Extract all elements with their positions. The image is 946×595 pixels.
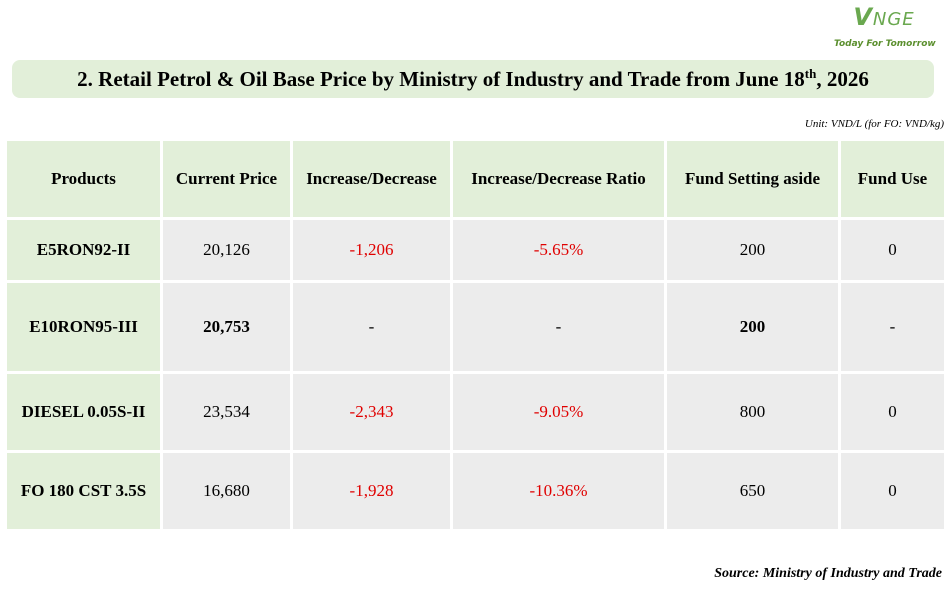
source-note: Source: Ministry of Industry and Trade: [714, 566, 942, 581]
title-prefix: 2. Retail Petrol & Oil Base Price by Min…: [77, 67, 805, 91]
fund-use: 0: [838, 371, 946, 453]
product-name: FO 180 CST 3.5S: [4, 450, 163, 532]
header-fund-use: Fund Use: [838, 138, 946, 220]
table-row: E10RON95-III 20,753 - - 200 -: [4, 280, 946, 374]
logo-mark-rest: NGE: [872, 9, 915, 30]
current-price: 23,534: [160, 371, 293, 453]
logo-mark: VNGE: [834, 3, 934, 31]
table-row: E5RON92-II 20,126 -1,206 -5.65% 200 0: [4, 217, 946, 283]
title-superscript: th: [804, 66, 817, 81]
fund-use: 0: [838, 217, 946, 283]
product-name: E5RON92-II: [4, 217, 163, 283]
table-row: DIESEL 0.05S-II 23,534 -2,343 -9.05% 800…: [4, 371, 946, 453]
header-increase-decrease: Increase/Decrease: [290, 138, 453, 220]
current-price: 20,126: [160, 217, 293, 283]
price-table: Products Current Price Increase/Decrease…: [4, 138, 946, 532]
logo-mark-v: V: [853, 3, 873, 31]
price-change-ratio: -5.65%: [450, 217, 667, 283]
title-banner: 2. Retail Petrol & Oil Base Price by Min…: [12, 60, 934, 98]
price-change: -1,928: [290, 450, 453, 532]
current-price: 20,753: [160, 280, 293, 374]
fund-setting-aside: 200: [664, 280, 841, 374]
vnge-logo: VNGE Today For Tomorrow: [834, 3, 936, 49]
fund-use: 0: [838, 450, 946, 532]
header-fund-setting: Fund Setting aside: [664, 138, 841, 220]
price-change: -1,206: [290, 217, 453, 283]
fund-setting-aside: 800: [664, 371, 841, 453]
product-name: E10RON95-III: [4, 280, 163, 374]
header-ratio: Increase/Decrease Ratio: [450, 138, 667, 220]
fund-setting-aside: 200: [664, 217, 841, 283]
price-change-ratio: -: [450, 280, 667, 374]
fund-use: -: [838, 280, 946, 374]
product-name: DIESEL 0.05S-II: [4, 371, 163, 453]
fund-setting-aside: 650: [664, 450, 841, 532]
page-title: 2. Retail Petrol & Oil Base Price by Min…: [77, 66, 869, 92]
title-suffix: , 2026: [816, 67, 869, 91]
table-row: FO 180 CST 3.5S 16,680 -1,928 -10.36% 65…: [4, 450, 946, 532]
logo-tagline: Today For Tomorrow: [834, 39, 936, 49]
price-change-ratio: -10.36%: [450, 450, 667, 532]
price-change-ratio: -9.05%: [450, 371, 667, 453]
price-change: -: [290, 280, 453, 374]
header-current-price: Current Price: [160, 138, 293, 220]
price-change: -2,343: [290, 371, 453, 453]
table-header-row: Products Current Price Increase/Decrease…: [4, 138, 946, 220]
unit-note: Unit: VND/L (for FO: VND/kg): [804, 118, 944, 130]
current-price: 16,680: [160, 450, 293, 532]
header-products: Products: [4, 138, 163, 220]
